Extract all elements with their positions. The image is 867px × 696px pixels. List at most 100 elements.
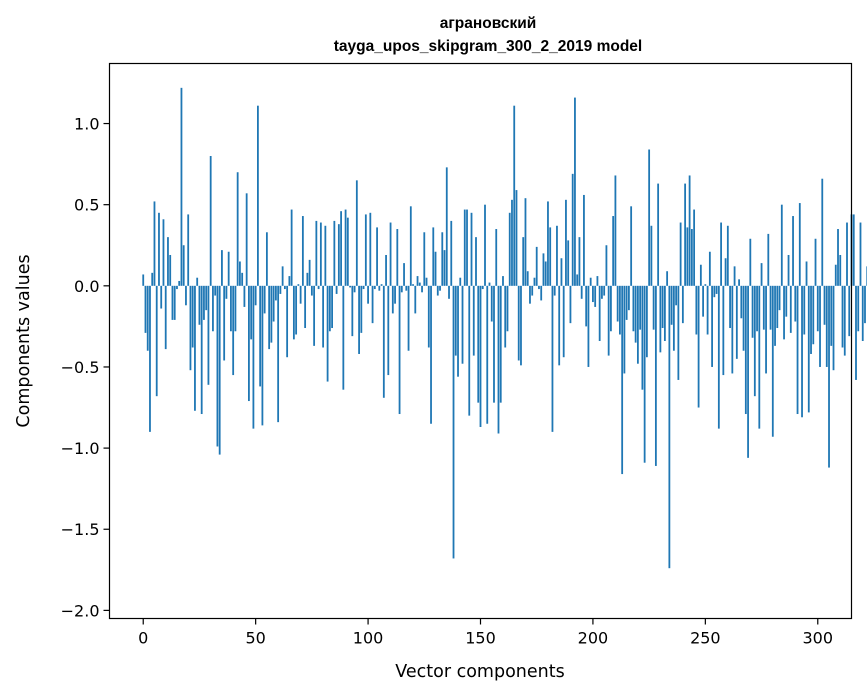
bar-142 [461, 285, 464, 364]
bar-36 [223, 285, 226, 361]
bar-81 [324, 225, 327, 286]
y-axis-label: Components values [14, 254, 34, 427]
bar-200 [592, 285, 594, 303]
bar-60 [277, 285, 280, 423]
bar-228 [654, 285, 657, 466]
bar-39 [230, 285, 232, 332]
bar-288 [789, 285, 792, 333]
bar-76 [313, 285, 316, 346]
chart-title-line-2: tayga_upos_skipgram_300_2_2019 model [334, 38, 642, 55]
bar-291 [796, 285, 799, 415]
bar-320 [861, 285, 864, 341]
bar-292 [798, 203, 801, 286]
bar-284 [780, 204, 783, 286]
bar-136 [448, 285, 450, 299]
bar-317 [855, 285, 857, 380]
bar-46 [245, 193, 248, 286]
bar-227 [652, 285, 655, 330]
bar-310 [839, 254, 842, 286]
bar-115 [400, 285, 403, 293]
x-tick-label: 250 [690, 629, 721, 648]
bar-37 [225, 285, 228, 299]
bar-318 [857, 285, 860, 332]
bar-281 [774, 285, 776, 346]
bar-43 [239, 261, 241, 286]
bar-162 [506, 285, 509, 332]
bar-216 [628, 285, 630, 311]
bar-78 [317, 285, 320, 290]
bar-145 [468, 285, 471, 416]
bar-230 [659, 285, 662, 353]
bar-125 [423, 232, 426, 286]
bar-122 [416, 276, 419, 286]
bar-111 [391, 285, 394, 314]
bar-220 [636, 285, 639, 364]
bar-13 [171, 285, 174, 320]
bar-152 [484, 204, 486, 286]
x-tick-label: 200 [578, 629, 609, 648]
bar-129 [432, 227, 435, 286]
bar-126 [425, 277, 428, 286]
bar-213 [621, 285, 624, 475]
bar-313 [846, 222, 848, 286]
bar-177 [540, 285, 543, 301]
bar-91 [346, 217, 349, 286]
bar-235 [670, 285, 673, 325]
bar-215 [625, 285, 628, 320]
plot-frame [108, 62, 853, 620]
bar-133 [441, 232, 444, 286]
bar-19 [185, 285, 187, 306]
bar-14 [173, 285, 176, 320]
bar-86 [335, 285, 338, 294]
bar-203 [598, 285, 601, 341]
bar-280 [771, 285, 774, 437]
bar-286 [785, 285, 788, 317]
bar-106 [380, 284, 383, 286]
bar-186 [560, 258, 563, 286]
bar-131 [436, 285, 439, 296]
bar-66 [290, 209, 293, 286]
bar-11 [167, 237, 169, 286]
bar-84 [331, 285, 333, 329]
bar-101 [369, 212, 372, 286]
bar-41 [234, 285, 237, 332]
bar-149 [477, 285, 480, 403]
bar-147 [472, 285, 475, 356]
bar-276 [762, 285, 765, 330]
bar-95 [355, 180, 358, 286]
bar-17 [180, 87, 183, 286]
bar-202 [596, 276, 599, 286]
bar-3 [149, 285, 151, 432]
bar-176 [538, 285, 540, 290]
bar-184 [556, 225, 558, 286]
bar-34 [218, 285, 221, 455]
bar-271 [751, 285, 754, 338]
bar-306 [830, 285, 833, 346]
bar-229 [657, 183, 660, 286]
bar-185 [558, 285, 561, 366]
bar-79 [319, 222, 322, 286]
bar-63 [283, 285, 286, 290]
bar-180 [547, 201, 549, 286]
bar-171 [526, 271, 529, 286]
bar-53 [261, 285, 264, 426]
bar-170 [524, 198, 527, 286]
bar-264 [735, 285, 738, 359]
bar-167 [517, 285, 520, 361]
bar-77 [315, 220, 318, 286]
bar-25 [198, 285, 201, 325]
bar-192 [574, 97, 576, 286]
bar-212 [619, 285, 621, 335]
bar-249 [702, 285, 704, 317]
bar-154 [488, 282, 491, 286]
bar-96 [358, 285, 360, 354]
bar-72 [304, 285, 307, 329]
x-tick-label: 150 [465, 629, 496, 648]
bars-group [142, 87, 867, 569]
y-axis-ticks: −2.0 −1.5 −1.0 −0.5 0.0 0.5 1.0 [61, 115, 110, 620]
y-tick-label: −2.0 [61, 601, 100, 620]
bar-214 [623, 285, 626, 374]
bar-316 [852, 214, 855, 286]
bar-246 [695, 285, 698, 335]
bar-252 [708, 251, 711, 286]
